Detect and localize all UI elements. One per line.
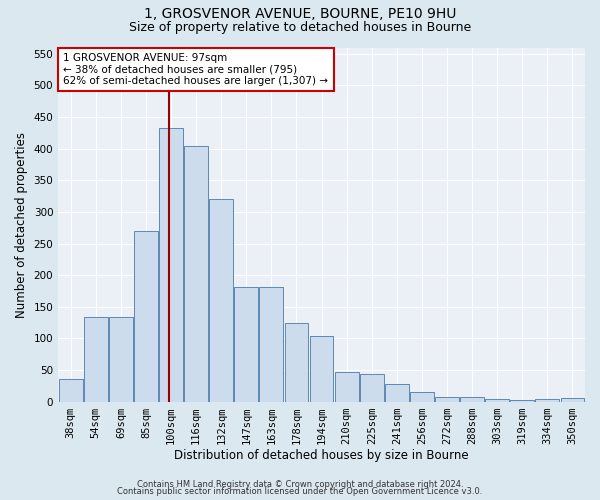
Bar (435, 397, 459, 402)
Text: Contains HM Land Registry data © Crown copyright and database right 2024.: Contains HM Land Registry data © Crown c… (137, 480, 463, 489)
Text: Contains public sector information licensed under the Open Government Licence v3: Contains public sector information licen… (118, 488, 482, 496)
Bar (134, 231, 158, 402)
Bar (235, 286, 258, 402)
Bar (535, 399, 559, 402)
Bar (460, 396, 484, 402)
Bar (410, 392, 434, 402)
Bar (109, 318, 133, 402)
Bar (59, 380, 83, 402)
Bar (385, 384, 409, 402)
X-axis label: Distribution of detached houses by size in Bourne: Distribution of detached houses by size … (174, 450, 469, 462)
Bar (485, 399, 509, 402)
Bar (511, 400, 534, 402)
Bar (310, 336, 334, 402)
Bar (259, 286, 283, 402)
Text: Size of property relative to detached houses in Bourne: Size of property relative to detached ho… (129, 21, 471, 34)
Bar (335, 372, 359, 402)
Bar (159, 128, 183, 402)
Bar (560, 398, 584, 402)
Bar (209, 199, 233, 402)
Bar (84, 318, 108, 402)
Text: 1, GROSVENOR AVENUE, BOURNE, PE10 9HU: 1, GROSVENOR AVENUE, BOURNE, PE10 9HU (144, 8, 456, 22)
Bar (360, 374, 383, 402)
Text: 1 GROSVENOR AVENUE: 97sqm
← 38% of detached houses are smaller (795)
62% of semi: 1 GROSVENOR AVENUE: 97sqm ← 38% of detac… (64, 53, 328, 86)
Bar (284, 322, 308, 402)
Bar (184, 146, 208, 402)
Y-axis label: Number of detached properties: Number of detached properties (15, 132, 28, 318)
